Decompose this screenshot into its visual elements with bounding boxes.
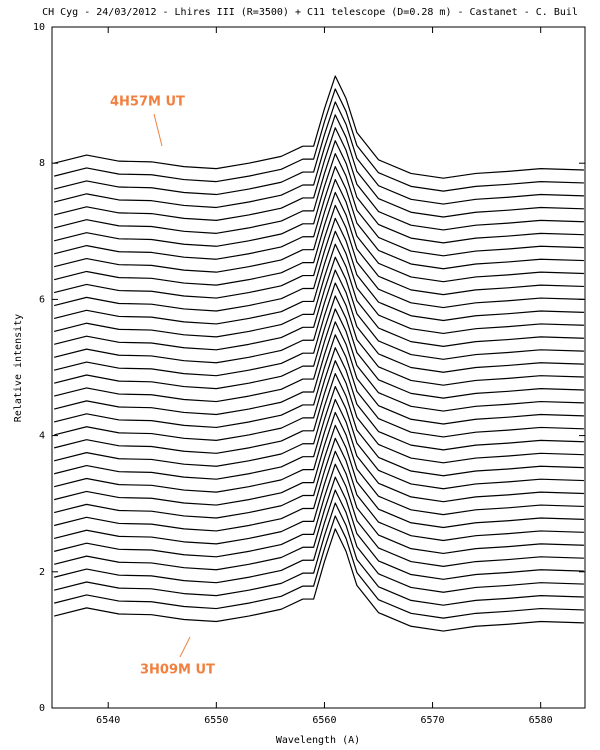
x-tick-label: 6560	[312, 715, 336, 726]
spectrum-line	[54, 88, 584, 192]
chart-title: CH Cyg - 24/03/2012 - Lhires III (R=3500…	[42, 7, 578, 18]
annotation-leader	[179, 636, 191, 658]
spectrum-line	[54, 463, 584, 567]
spectrum-line	[54, 476, 584, 580]
spectrum-line	[54, 75, 584, 179]
spectrum-line	[54, 515, 584, 619]
spectrum-line	[54, 334, 584, 438]
spectrum-line	[54, 256, 584, 360]
x-tick-label: 6540	[96, 715, 120, 726]
y-tick-label: 8	[39, 158, 45, 169]
spectrum-line	[54, 166, 584, 270]
y-tick-label: 4	[39, 431, 45, 442]
spectrum-line	[54, 282, 584, 386]
spectrum-line	[54, 437, 584, 542]
x-tick-label: 6550	[204, 715, 228, 726]
y-axis-label: Relative intensity	[13, 314, 24, 422]
spectrum-line	[54, 114, 584, 218]
spectrum-line	[54, 178, 584, 283]
spectrum-line	[54, 308, 584, 412]
spectrum-line	[54, 101, 584, 205]
spectrum-line	[54, 347, 584, 451]
spectrum-line	[54, 424, 584, 529]
spectrum-line	[54, 502, 584, 606]
spectrum-line	[54, 360, 584, 464]
spectrum-line	[54, 450, 584, 555]
spectrum-line	[54, 295, 584, 399]
spectrum-line	[54, 217, 584, 322]
spectrum-line	[54, 140, 584, 244]
spectrum-line	[54, 321, 584, 425]
y-tick-label: 2	[39, 567, 45, 578]
spectrum-line	[54, 373, 584, 477]
annotation-leader	[153, 113, 163, 147]
annotation: 3H09M UT	[140, 663, 215, 678]
spectrum-line	[54, 127, 584, 231]
spectrum-line	[54, 528, 584, 632]
x-tick-label: 6580	[529, 715, 553, 726]
spectrum-line	[54, 269, 584, 373]
x-tick-label: 6570	[421, 715, 445, 726]
spectrum-line	[54, 191, 584, 296]
x-axis-label: Wavelength (A)	[276, 735, 360, 746]
spectrum-line	[54, 385, 584, 490]
plot-frame	[51, 26, 586, 709]
spectrum-line	[54, 411, 584, 516]
annotation: 4H57M UT	[110, 95, 185, 110]
spectrum-line	[54, 153, 584, 257]
spectrum-line	[54, 489, 584, 593]
spectrum-line	[54, 230, 584, 335]
y-tick-label: 6	[39, 294, 45, 305]
spectrum-line	[54, 243, 584, 347]
y-tick-label: 0	[39, 703, 45, 714]
spectrum-line	[54, 204, 584, 309]
y-tick-label: 10	[33, 22, 45, 33]
spectrum-line	[54, 398, 584, 503]
